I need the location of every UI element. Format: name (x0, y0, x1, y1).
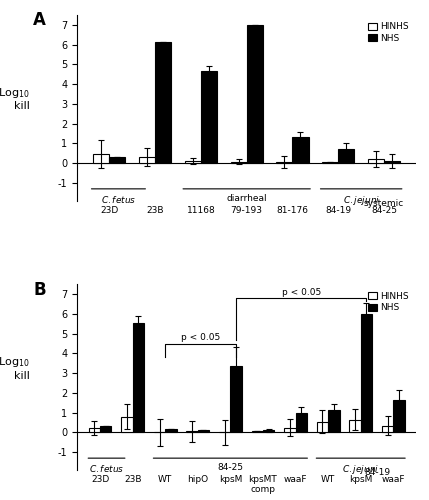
Bar (296, 414, 307, 432)
Bar (322, 162, 338, 163)
Bar (247, 25, 263, 163)
Bar (293, 136, 308, 163)
Bar (317, 422, 328, 432)
Legend: HINHS, NHS: HINHS, NHS (365, 289, 411, 315)
Bar (230, 366, 242, 432)
Bar (133, 323, 144, 432)
Text: p < 0.05: p < 0.05 (181, 333, 220, 342)
Bar (328, 410, 339, 432)
Text: 84-19: 84-19 (364, 468, 390, 477)
Bar (338, 150, 354, 163)
Text: $\it{C. jejuni}$: $\it{C. jejuni}$ (342, 463, 379, 476)
Bar (89, 428, 100, 432)
Bar (284, 428, 296, 432)
Bar (368, 159, 384, 163)
Text: p < 0.05: p < 0.05 (281, 288, 321, 297)
Bar (393, 400, 405, 432)
Bar (231, 162, 247, 163)
Bar (93, 154, 109, 163)
Bar (109, 157, 125, 163)
Bar (121, 416, 133, 432)
Legend: HINHS, NHS: HINHS, NHS (365, 20, 411, 46)
Text: $\it{C. jejuni}$: $\it{C. jejuni}$ (342, 194, 380, 207)
Bar (263, 430, 275, 432)
Text: 84-25: 84-25 (218, 463, 243, 472)
Bar (198, 430, 209, 432)
Bar (384, 161, 400, 163)
Text: diarrheal: diarrheal (227, 194, 267, 203)
Text: $\it{C. fetus}$: $\it{C. fetus}$ (101, 194, 136, 205)
Bar (100, 426, 112, 432)
Bar (139, 157, 155, 163)
Text: $\it{C. fetus}$: $\it{C. fetus}$ (89, 463, 124, 474)
Bar (155, 42, 171, 163)
Y-axis label: Log$_{10}$
kill: Log$_{10}$ kill (0, 86, 30, 112)
Bar (361, 314, 372, 432)
Text: systemic: systemic (364, 198, 404, 207)
Bar (165, 429, 177, 432)
Text: A: A (33, 12, 46, 30)
Bar (185, 161, 201, 163)
Text: B: B (33, 280, 46, 298)
Bar (382, 426, 393, 432)
Bar (349, 420, 361, 432)
Bar (276, 162, 293, 163)
Y-axis label: Log$_{10}$
kill: Log$_{10}$ kill (0, 355, 30, 380)
Bar (201, 72, 217, 163)
